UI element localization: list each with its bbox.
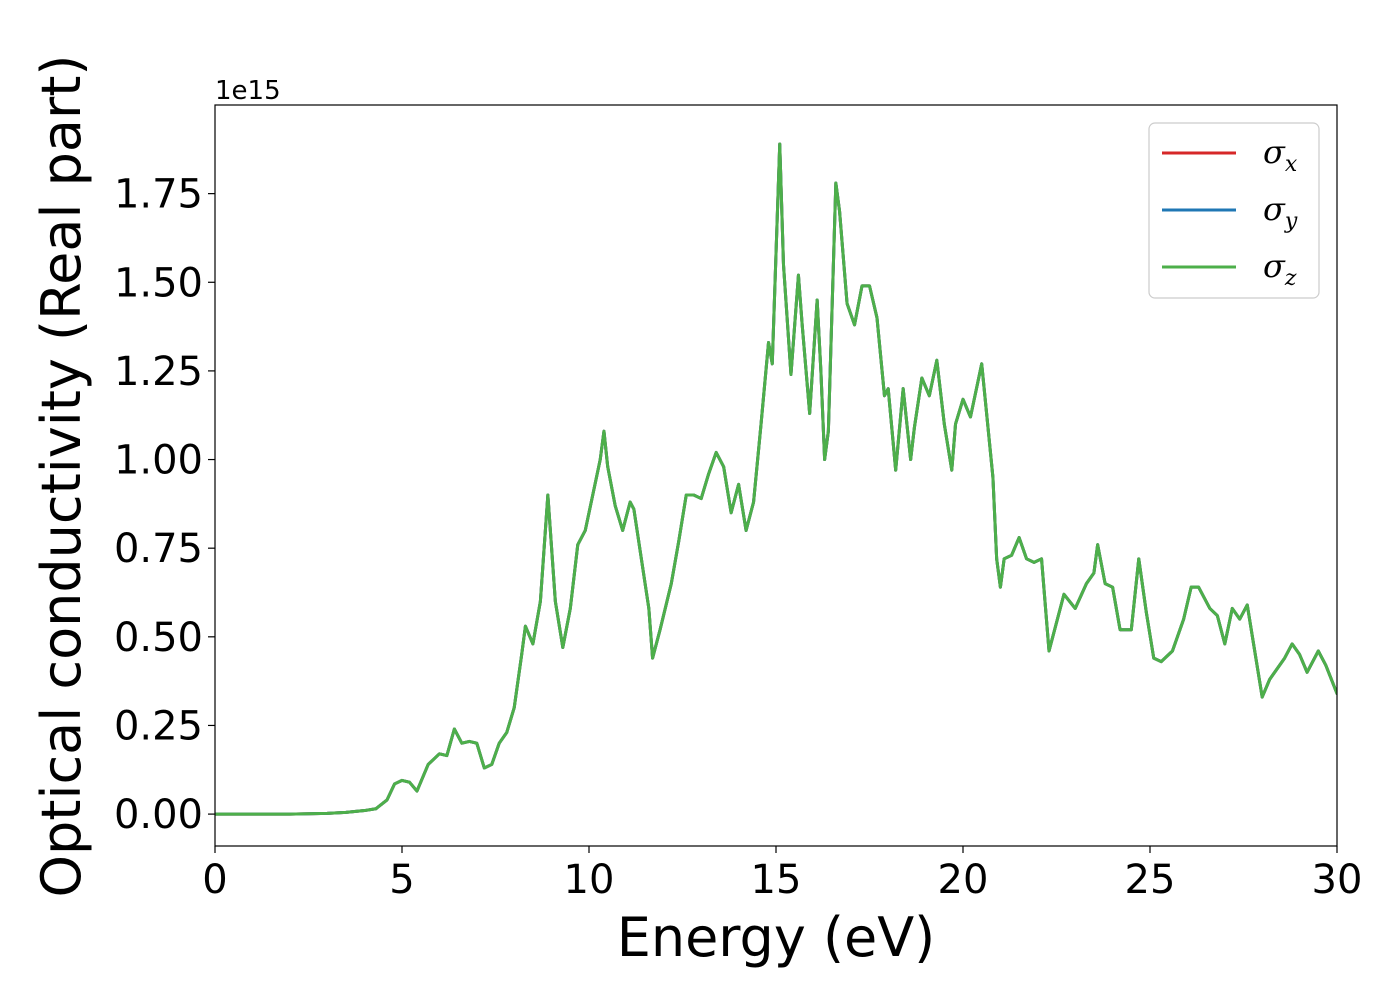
y-tick-label: 1.50 [114,260,203,306]
y-tick-label: 0.50 [114,615,203,661]
x-tick-label: 0 [202,857,227,903]
y-tick-label: 1.00 [114,438,203,484]
x-tick-label: 5 [389,857,414,903]
x-axis-title: Energy (eV) [617,906,936,969]
series-line-z [215,142,1337,816]
y-offset-label: 1e15 [215,76,281,106]
y-tick-label: 0.25 [114,703,203,749]
legend-label-z: σz [1263,247,1297,291]
y-tick-label: 0.75 [114,526,203,572]
y-tick-label: 1.75 [114,172,203,218]
series-layer [215,142,1337,816]
x-tick-label: 15 [751,857,802,903]
y-tick-label: 1.25 [114,349,203,395]
x-tick-label: 25 [1125,857,1176,903]
legend-label-x: σx [1263,133,1298,177]
legend: σx σy σz [1148,122,1320,299]
y-axis-title: Optical conductivity (Real part) [30,55,93,898]
x-axis: 0 5 10 15 20 25 30 [202,846,1362,903]
x-tick-label: 10 [564,857,615,903]
y-tick-label: 0.00 [114,792,203,838]
x-tick-label: 20 [938,857,989,903]
y-axis: 0.00 0.25 0.50 0.75 1.00 1.25 1.50 1.75 [114,172,215,838]
legend-label-y: σy [1263,190,1298,234]
x-tick-label: 30 [1312,857,1363,903]
